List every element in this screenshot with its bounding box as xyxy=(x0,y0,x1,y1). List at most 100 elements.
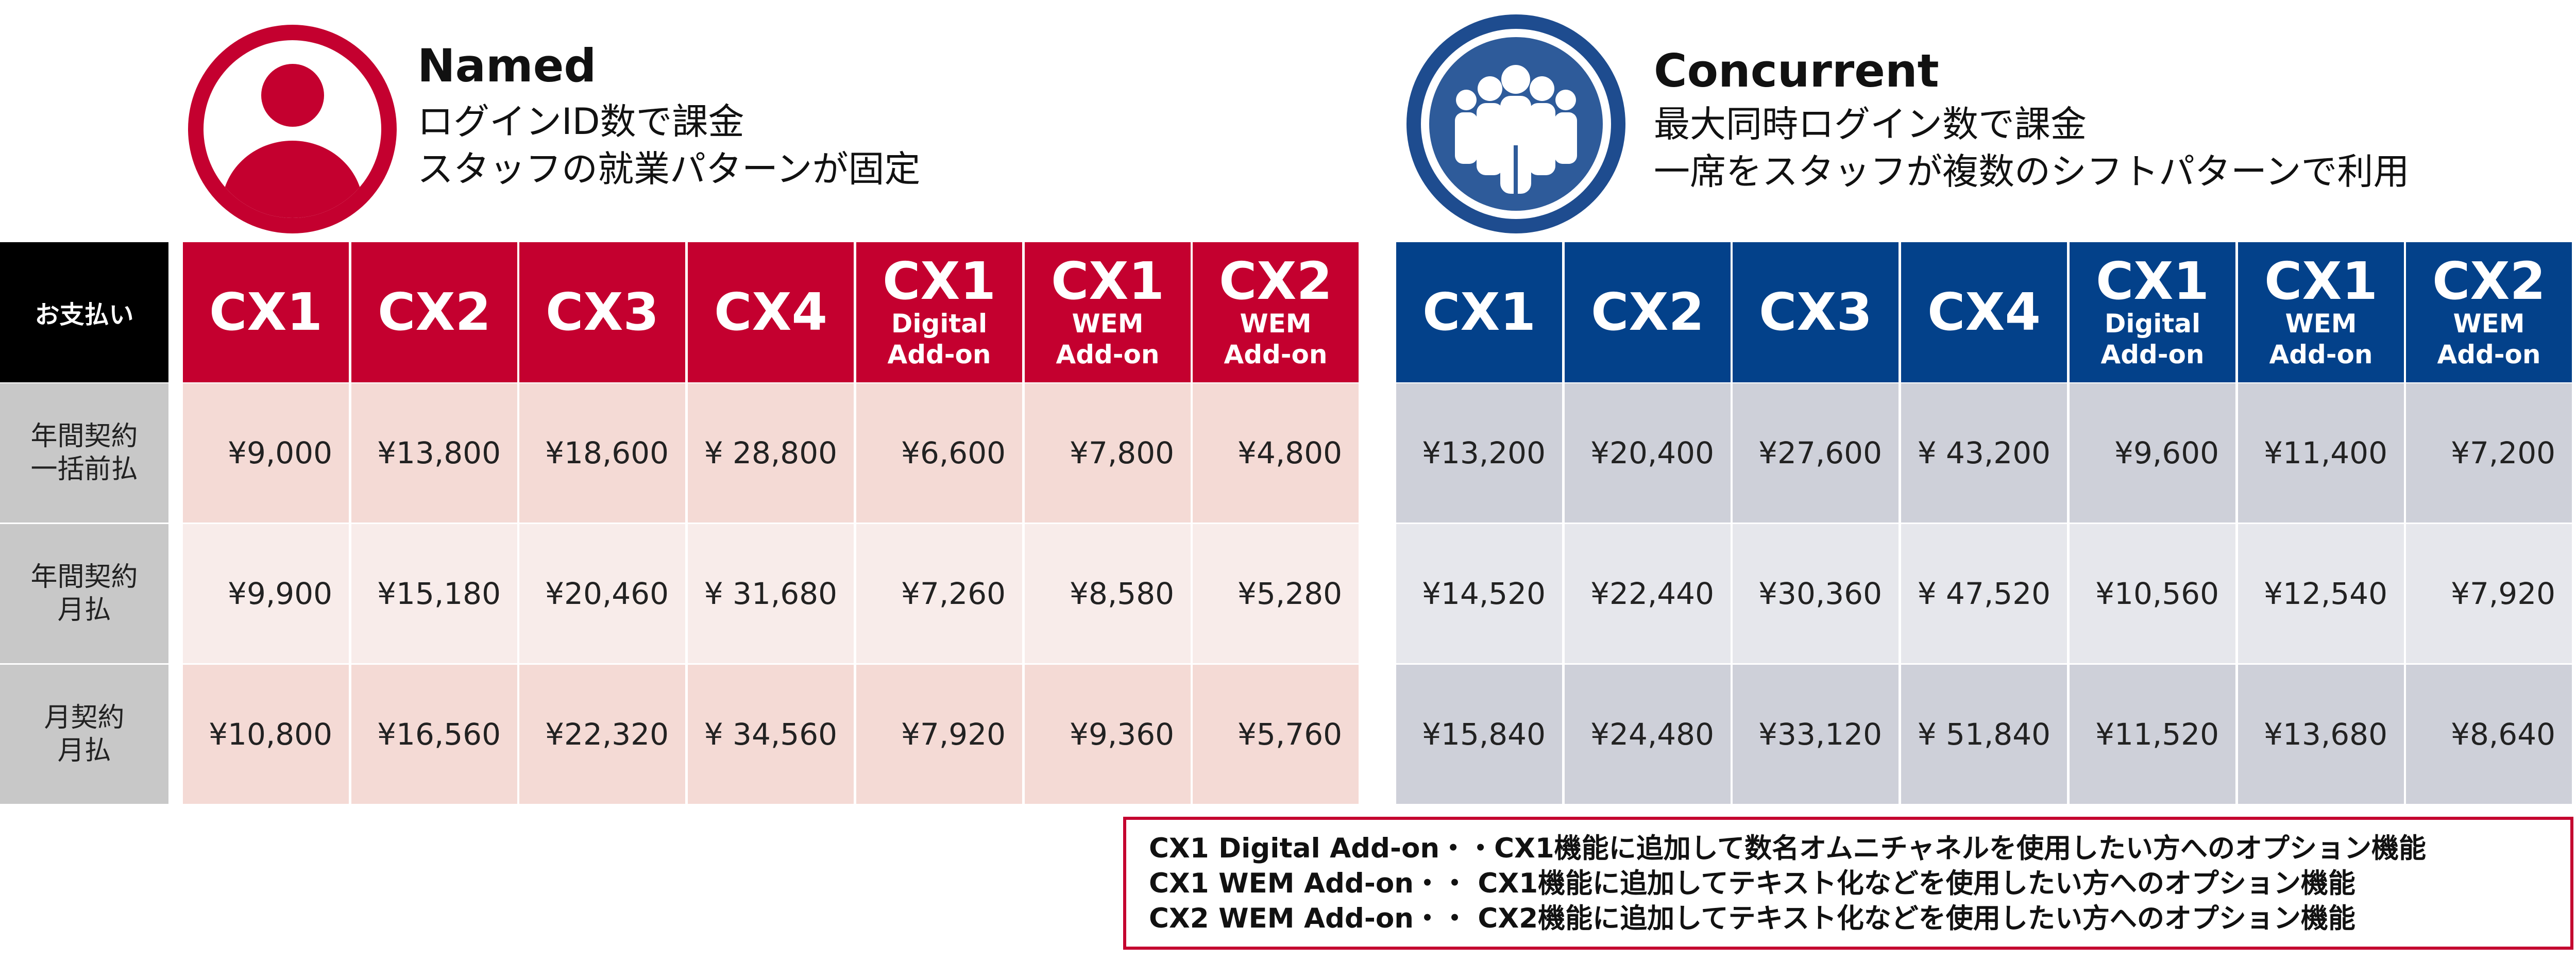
named-column-header: CX1 xyxy=(183,242,349,382)
column-header-main: CX2 xyxy=(2432,251,2546,311)
column-header-sub: Add-on xyxy=(887,340,991,369)
column-header-main: CX4 xyxy=(1927,282,2041,342)
concurrent-column-header: CX1 Digital Add-on xyxy=(2070,242,2235,382)
named-column-header: CX1 WEM Add-on xyxy=(1025,242,1191,382)
note-line-3: CX2 WEM Add-on・・ CX2機能に追加してテキスト化などを使用したい… xyxy=(1149,903,2355,934)
named-price-cell: ¥9,360 xyxy=(1025,665,1191,804)
column-header-main: CX4 xyxy=(714,282,828,342)
row-label-text: 年間契約 月払 xyxy=(30,562,138,626)
named-price-cell: ¥ 31,680 xyxy=(688,524,854,663)
concurrent-price-cell: ¥ 43,200 xyxy=(1901,383,2067,523)
concurrent-price-cell: ¥22,440 xyxy=(1565,524,1731,663)
column-header-main: CX3 xyxy=(545,282,659,342)
named-price-cell: ¥6,600 xyxy=(856,383,1022,523)
note-line-1: CX1 Digital Add-on・・CX1機能に追加して数名オムニチャネルを… xyxy=(1149,833,2427,864)
concurrent-price-cell: ¥9,600 xyxy=(2070,383,2235,523)
concurrent-column-header: CX3 xyxy=(1733,242,1899,382)
named-price-cell: ¥7,920 xyxy=(856,665,1022,804)
column-header-sub: WEM xyxy=(2453,309,2525,339)
payment-header: お支払い xyxy=(0,242,168,382)
concurrent-line-2: 一席をスタッフが複数のシフトパターンで利用 xyxy=(1654,150,2410,193)
concurrent-price-cell: ¥11,400 xyxy=(2238,383,2404,523)
concurrent-price-cell: ¥7,200 xyxy=(2406,383,2572,523)
row-label-text: 月契約 月払 xyxy=(44,702,125,766)
note-line-2: CX1 WEM Add-on・・ CX1機能に追加してテキスト化などを使用したい… xyxy=(1149,868,2355,899)
column-header-main: CX2 xyxy=(377,282,492,342)
column-header-main: CX2 xyxy=(1590,282,1705,342)
named-price-cell: ¥7,260 xyxy=(856,524,1022,663)
named-column-header: CX2 xyxy=(351,242,517,382)
named-column-header: CX3 xyxy=(519,242,685,382)
named-column-header: CX4 xyxy=(688,242,854,382)
concurrent-price-cell: ¥ 47,520 xyxy=(1901,524,2067,663)
column-header-main: CX2 xyxy=(1218,251,1333,311)
column-header-sub: WEM xyxy=(1240,309,1312,339)
concurrent-line-1: 最大同時ログイン数で課金 xyxy=(1654,103,2087,145)
concurrent-price-cell: ¥12,540 xyxy=(2238,524,2404,663)
concurrent-column-header: CX1 WEM Add-on xyxy=(2238,242,2404,382)
concurrent-column-header: CX1 xyxy=(1396,242,1562,382)
named-price-cell: ¥ 34,560 xyxy=(688,665,854,804)
named-price-cell: ¥5,280 xyxy=(1193,524,1359,663)
column-header-sub: WEM xyxy=(1072,309,1144,339)
concurrent-column-header: CX2 xyxy=(1565,242,1731,382)
concurrent-price-cell: ¥15,840 xyxy=(1396,665,1562,804)
named-column-header: CX2 WEM Add-on xyxy=(1193,242,1359,382)
column-header-main: CX1 xyxy=(1422,282,1536,342)
concurrent-price-cell: ¥7,920 xyxy=(2406,524,2572,663)
named-price-cell: ¥9,000 xyxy=(183,383,349,523)
named-line-1: ログインID数で課金 xyxy=(417,100,744,143)
named-price-cell: ¥8,580 xyxy=(1025,524,1191,663)
concurrent-price-cell: ¥14,520 xyxy=(1396,524,1562,663)
named-price-cell: ¥7,800 xyxy=(1025,383,1191,523)
concurrent-price-cell: ¥33,120 xyxy=(1733,665,1899,804)
column-header-sub: Add-on xyxy=(2437,340,2541,369)
column-header-main: CX1 xyxy=(209,282,323,342)
concurrent-column-header: CX4 xyxy=(1901,242,2067,382)
group-people-icon xyxy=(1406,14,1625,233)
column-header-sub: Add-on xyxy=(1224,340,1328,369)
column-header-main: CX1 xyxy=(882,251,996,311)
column-header-main: CX1 xyxy=(1050,251,1165,311)
concurrent-price-cell: ¥24,480 xyxy=(1565,665,1731,804)
concurrent-price-cell: ¥30,360 xyxy=(1733,524,1899,663)
concurrent-column-header: CX2 WEM Add-on xyxy=(2406,242,2572,382)
named-price-cell: ¥15,180 xyxy=(351,524,517,663)
named-price-cell: ¥18,600 xyxy=(519,383,685,523)
named-title: Named xyxy=(417,39,597,92)
concurrent-price-cell: ¥20,400 xyxy=(1565,383,1731,523)
concurrent-price-cell: ¥10,560 xyxy=(2070,524,2235,663)
row-label: 月契約 月払 xyxy=(0,665,168,804)
named-price-cell: ¥ 28,800 xyxy=(688,383,854,523)
concurrent-title: Concurrent xyxy=(1654,44,1939,97)
column-header-main: CX1 xyxy=(2264,251,2378,311)
concurrent-price-cell: ¥8,640 xyxy=(2406,665,2572,804)
named-column-header: CX1 Digital Add-on xyxy=(856,242,1022,382)
named-price-cell: ¥4,800 xyxy=(1193,383,1359,523)
column-header-sub: Digital xyxy=(2104,309,2201,339)
column-header-sub: WEM xyxy=(2285,309,2357,339)
column-header-sub: Add-on xyxy=(2269,340,2373,369)
named-price-cell: ¥9,900 xyxy=(183,524,349,663)
column-header-sub: Add-on xyxy=(1056,340,1160,369)
column-header-sub: Add-on xyxy=(2100,340,2205,369)
column-header-main: CX1 xyxy=(2095,251,2210,311)
row-label: 年間契約 一括前払 xyxy=(0,383,168,523)
named-line-2: スタッフの就業パターンが固定 xyxy=(417,148,921,190)
row-label: 年間契約 月払 xyxy=(0,524,168,663)
named-price-cell: ¥13,800 xyxy=(351,383,517,523)
named-price-cell: ¥5,760 xyxy=(1193,665,1359,804)
concurrent-price-cell: ¥13,680 xyxy=(2238,665,2404,804)
concurrent-price-cell: ¥27,600 xyxy=(1733,383,1899,523)
concurrent-price-cell: ¥11,520 xyxy=(2070,665,2235,804)
person-icon xyxy=(188,25,397,233)
named-price-cell: ¥22,320 xyxy=(519,665,685,804)
column-header-main: CX3 xyxy=(1758,282,1873,342)
concurrent-price-cell: ¥ 51,840 xyxy=(1901,665,2067,804)
named-price-cell: ¥10,800 xyxy=(183,665,349,804)
concurrent-price-cell: ¥13,200 xyxy=(1396,383,1562,523)
row-label-text: 年間契約 一括前払 xyxy=(30,421,138,485)
column-header-sub: Digital xyxy=(891,309,988,339)
named-price-cell: ¥16,560 xyxy=(351,665,517,804)
named-price-cell: ¥20,460 xyxy=(519,524,685,663)
